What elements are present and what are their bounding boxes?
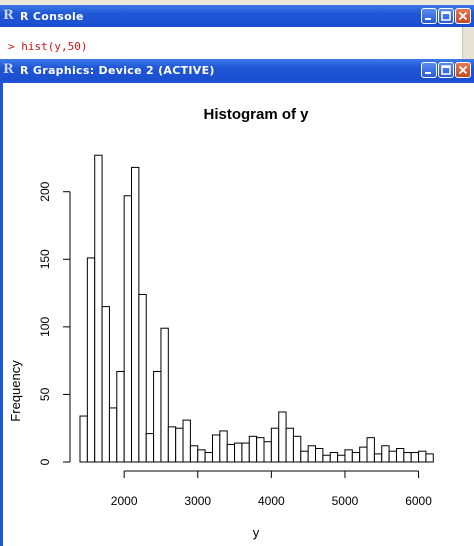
histogram-bar: [373, 453, 383, 463]
histogram-bar: [263, 441, 272, 463]
histogram-bar: [160, 327, 169, 463]
maximize-icon: [441, 65, 451, 75]
y-axis: 0 50 100 150 200: [38, 181, 71, 465]
histogram-bar: [211, 434, 221, 463]
histogram-bar: [108, 407, 118, 463]
histogram-bar: [131, 166, 140, 463]
close-icon: [458, 65, 468, 75]
histogram-bar: [366, 437, 375, 463]
console-scrollbar[interactable]: [462, 27, 474, 59]
histogram-bar: [395, 447, 405, 463]
histogram-bar: [226, 443, 236, 463]
x-axis: 2000 3000 4000 5000 6000: [111, 470, 432, 508]
maximize-button[interactable]: [438, 62, 454, 78]
close-button[interactable]: [455, 8, 471, 24]
minimize-button[interactable]: [421, 62, 437, 78]
r-logo-icon: R: [3, 8, 14, 23]
histogram-bar: [94, 154, 103, 463]
y-tick-label: 150: [38, 249, 52, 269]
histogram-bar: [307, 445, 317, 463]
minimize-icon: [425, 18, 431, 20]
y-tick-label: 50: [38, 387, 52, 401]
chart-title: Histogram of y: [203, 106, 309, 123]
histogram-bar: [315, 447, 324, 463]
x-tick-label: 6000: [405, 494, 432, 508]
histogram-bar: [278, 411, 287, 463]
x-tick-label: 2000: [111, 494, 138, 508]
histogram-bar: [167, 426, 177, 463]
console-title: R Console: [20, 10, 84, 23]
console-command-line: > hist(y,50): [8, 40, 88, 53]
histogram-bar: [388, 450, 397, 463]
y-tick-label: 0: [38, 458, 52, 465]
console-titlebar[interactable]: R R Console: [0, 5, 474, 27]
histogram-bar: [285, 427, 294, 463]
histogram-bar: [219, 430, 228, 463]
histogram-bar: [204, 452, 213, 463]
histogram-bars: [79, 154, 434, 463]
histogram-bar: [351, 452, 361, 463]
y-tick-label: 100: [38, 317, 52, 337]
maximize-icon: [441, 11, 451, 21]
graphics-title: R Graphics: Device 2 (ACTIVE): [20, 64, 215, 77]
graphics-titlebar[interactable]: R R Graphics: Device 2 (ACTIVE): [0, 59, 474, 81]
x-tick-label: 5000: [332, 494, 359, 508]
histogram-bar: [381, 445, 390, 463]
histogram-bar: [175, 427, 184, 463]
x-tick-label: 4000: [258, 494, 285, 508]
histogram-bar: [300, 450, 309, 463]
y-tick-label: 200: [38, 181, 52, 201]
histogram-bar: [344, 449, 353, 463]
x-axis-label: y: [253, 525, 260, 540]
y-axis-label: Frequency: [8, 360, 23, 422]
histogram-bar: [241, 442, 250, 463]
histogram-bar: [322, 454, 331, 463]
close-icon: [458, 11, 468, 21]
histogram-bar: [86, 257, 96, 463]
histogram-bar: [182, 419, 191, 463]
close-button[interactable]: [455, 62, 471, 78]
histogram-bar: [418, 450, 427, 463]
histogram-bar: [79, 415, 88, 463]
minimize-icon: [425, 72, 431, 74]
histogram-bar: [123, 195, 133, 463]
histogram-bar: [359, 446, 368, 463]
histogram-bar: [292, 435, 302, 463]
histogram-bar: [101, 306, 110, 463]
histogram-bar: [116, 370, 125, 463]
console-output[interactable]: > hist(y,50): [0, 27, 462, 59]
r-logo-icon: R: [3, 62, 14, 77]
histogram-bar: [337, 454, 346, 463]
histogram-bar: [189, 445, 199, 463]
histogram-chart: Histogram of y y Frequency 2000 3000 4000 5…: [8, 106, 434, 540]
histogram-bar: [234, 442, 243, 463]
histogram-bar: [270, 427, 280, 463]
histogram-bar: [410, 452, 420, 463]
histogram-bar: [256, 437, 265, 463]
histogram-bar: [153, 370, 162, 463]
maximize-button[interactable]: [438, 8, 454, 24]
histogram-bar: [329, 452, 339, 463]
plot-area: Histogram of y y Frequency 2000 3000 4000 5…: [3, 83, 474, 546]
histogram-bar: [197, 449, 206, 463]
histogram-bar: [138, 293, 147, 463]
minimize-button[interactable]: [421, 8, 437, 24]
histogram-bar: [403, 452, 412, 463]
histogram-bar: [425, 453, 434, 463]
histogram-bar: [145, 433, 155, 463]
histogram-bar: [248, 435, 258, 463]
x-tick-label: 3000: [184, 494, 211, 508]
